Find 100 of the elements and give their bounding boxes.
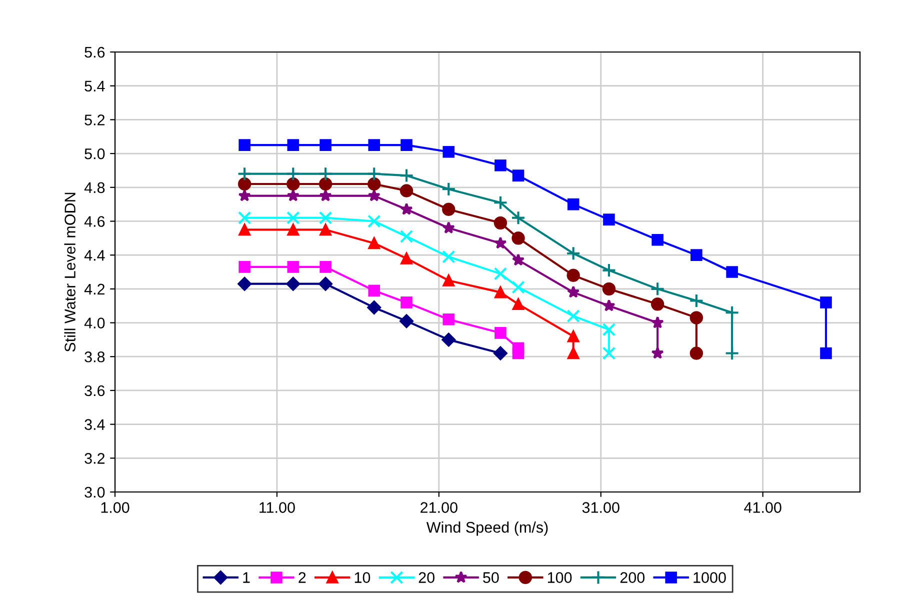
point xyxy=(400,314,414,328)
point xyxy=(494,159,506,172)
point xyxy=(368,177,381,191)
point xyxy=(238,211,252,224)
point xyxy=(400,139,412,151)
point xyxy=(652,234,664,246)
point xyxy=(238,224,250,236)
y-tick-label: 3.2 xyxy=(84,453,105,464)
legend-label: 100 xyxy=(548,572,572,583)
point xyxy=(238,139,250,151)
point xyxy=(690,249,702,261)
point xyxy=(442,332,456,347)
point xyxy=(567,330,580,342)
y-axis-title: Still Water Level mODN xyxy=(64,192,76,352)
point xyxy=(726,266,738,278)
point xyxy=(650,298,664,311)
y-tick-label: 5.0 xyxy=(84,148,105,160)
point xyxy=(724,346,740,361)
point xyxy=(286,189,300,202)
point xyxy=(442,202,456,216)
point xyxy=(566,268,580,282)
point xyxy=(320,261,332,273)
y-tick-label: 4.0 xyxy=(84,318,105,328)
point xyxy=(603,214,615,226)
point xyxy=(400,252,412,264)
point xyxy=(602,299,616,312)
x-tick-label: 41.00 xyxy=(744,502,782,513)
point xyxy=(318,276,332,291)
point xyxy=(238,276,252,291)
point xyxy=(512,170,524,182)
point xyxy=(367,300,382,314)
point xyxy=(512,232,525,245)
point xyxy=(512,298,524,310)
point xyxy=(566,246,581,261)
point xyxy=(368,284,380,297)
x-tick-label: 11.00 xyxy=(260,502,295,513)
point xyxy=(602,322,616,336)
point xyxy=(494,216,508,230)
point xyxy=(442,146,455,158)
y-tick-label: 5.6 xyxy=(84,46,105,58)
y-tick-label: 4.6 xyxy=(84,216,105,227)
point xyxy=(602,346,616,360)
legend-label: 10 xyxy=(354,572,370,583)
point xyxy=(651,316,664,328)
point xyxy=(286,211,300,224)
x-tick-label: 1.00 xyxy=(101,502,130,513)
point xyxy=(690,311,704,324)
point xyxy=(400,296,412,308)
point xyxy=(494,236,507,249)
point xyxy=(442,313,455,326)
legend-label: 50 xyxy=(483,572,499,583)
point xyxy=(566,309,580,323)
x-tick-label: 21.00 xyxy=(420,502,458,513)
point xyxy=(286,177,300,191)
y-tick-label: 5.2 xyxy=(84,114,105,126)
point xyxy=(287,139,300,151)
point xyxy=(238,189,251,202)
point xyxy=(399,168,414,183)
legend-label: 2 xyxy=(298,572,306,583)
point xyxy=(400,202,413,215)
point xyxy=(690,346,704,360)
point xyxy=(400,230,414,244)
point xyxy=(567,198,580,210)
point xyxy=(567,286,580,298)
y-tick-label: 5.4 xyxy=(84,80,105,92)
point xyxy=(493,195,508,210)
legend-label: 200 xyxy=(620,572,645,583)
point xyxy=(494,286,506,298)
point xyxy=(287,224,300,236)
point xyxy=(820,347,832,360)
point xyxy=(512,254,525,266)
point xyxy=(494,327,506,339)
point xyxy=(441,182,456,196)
y-tick-label: 4.2 xyxy=(84,284,105,294)
point xyxy=(287,261,300,273)
point xyxy=(512,280,525,294)
point xyxy=(238,177,252,191)
y-tick-label: 4.4 xyxy=(84,250,105,261)
point xyxy=(286,166,300,182)
legend-label: 20 xyxy=(418,572,434,583)
legend-label: 1 xyxy=(243,572,250,583)
point xyxy=(602,282,616,296)
y-tick-label: 3.6 xyxy=(84,385,105,396)
point xyxy=(442,250,456,264)
point xyxy=(366,166,382,182)
point xyxy=(286,276,300,291)
y-tick-label: 3.0 xyxy=(84,486,105,498)
point xyxy=(494,346,508,360)
point xyxy=(318,211,332,224)
point xyxy=(689,293,704,308)
point xyxy=(512,347,524,360)
point xyxy=(318,166,333,182)
point xyxy=(368,189,380,202)
point xyxy=(602,263,616,278)
point xyxy=(442,221,455,234)
x-axis-title: Wind Speed (m/s) xyxy=(426,522,548,536)
point xyxy=(651,346,664,359)
y-tick-label: 4.8 xyxy=(84,182,105,194)
point xyxy=(442,274,455,286)
y-tick-label: 3.4 xyxy=(84,419,105,430)
